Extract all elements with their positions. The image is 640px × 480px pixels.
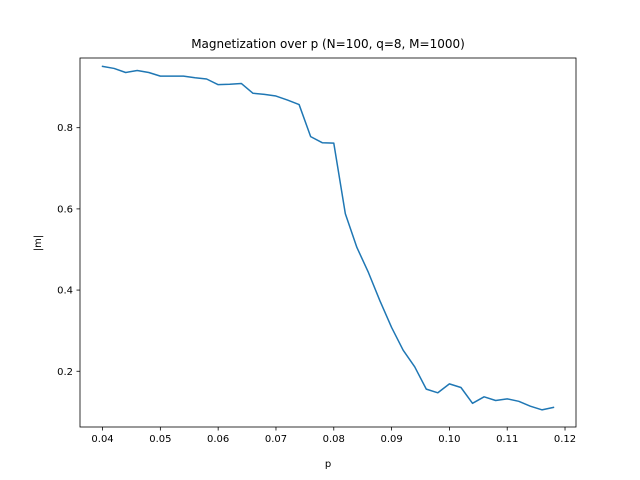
y-axis: 0.2 0.4 0.6 0.8: [57, 123, 80, 378]
x-tick-label: 0.04: [91, 434, 113, 445]
x-tick-label: 0.08: [323, 434, 345, 445]
chart-title: Magnetization over p (N=100, q=8, M=1000…: [191, 37, 465, 51]
x-tick-label: 0.07: [265, 434, 287, 445]
x-tick-label: 0.06: [207, 434, 229, 445]
y-axis-label: |m|: [33, 235, 44, 251]
y-tick-label: 0.4: [57, 286, 73, 297]
x-tick-label: 0.05: [149, 434, 171, 445]
x-tick-label: 0.09: [380, 434, 402, 445]
y-tick-label: 0.8: [57, 123, 73, 134]
series-line: [101, 65, 555, 411]
x-axis-label: p: [325, 459, 331, 470]
y-tick-label: 0.2: [57, 367, 73, 378]
axes-frame: [79, 57, 577, 428]
x-tick-label: 0.11: [496, 434, 518, 445]
x-axis: 0.04 0.05 0.06 0.07 0.08 0.09 0.10 0.11 0.12: [91, 427, 576, 445]
y-tick-label: 0.6: [57, 204, 73, 215]
plot-area: [101, 65, 555, 411]
x-tick-label: 0.12: [554, 434, 576, 445]
x-tick-label: 0.10: [438, 434, 460, 445]
